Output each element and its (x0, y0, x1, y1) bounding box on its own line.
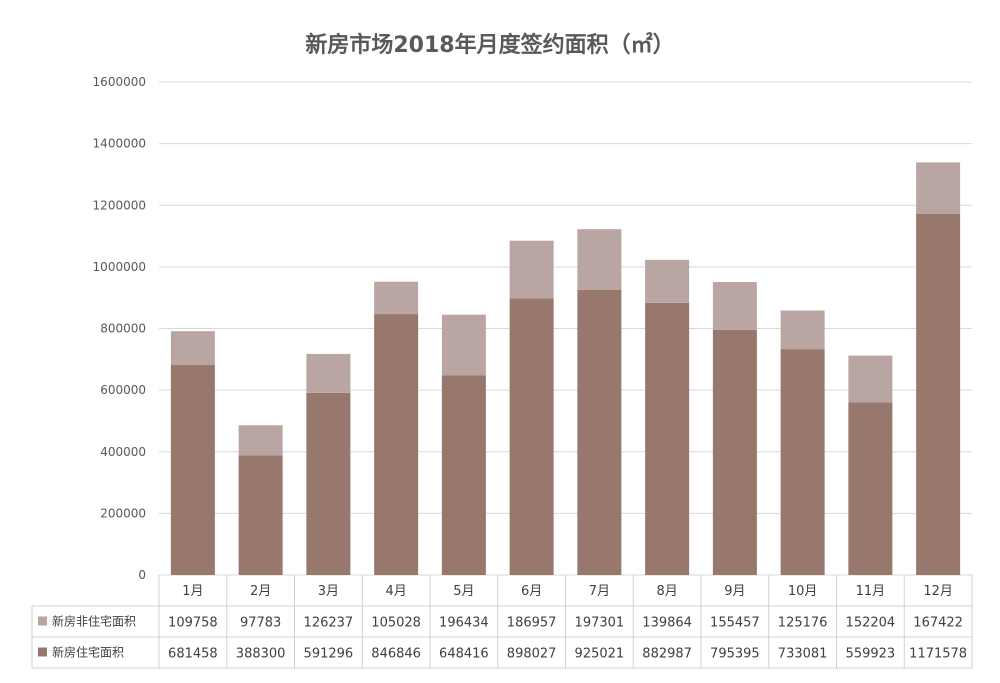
y-tick-label: 1600000 (93, 75, 146, 89)
x-category-label: 3月 (318, 584, 339, 599)
bar-non-residential (848, 355, 893, 403)
table-cell-value: 882987 (642, 647, 692, 662)
y-tick-label: 1200000 (93, 198, 146, 212)
x-category-label: 12月 (923, 584, 953, 599)
bar-non-residential (577, 229, 622, 290)
bar-non-residential (780, 310, 825, 350)
x-category-label: 10月 (788, 584, 818, 599)
table-cell-value: 139864 (642, 616, 692, 631)
bar-residential (509, 298, 554, 575)
table-cell-value: 733081 (778, 647, 828, 662)
table-cell-value: 591296 (304, 647, 354, 662)
bar-residential (780, 349, 825, 575)
table-cell-value: 155457 (710, 616, 760, 631)
table-cell-value: 197301 (575, 616, 625, 631)
x-category-label: 2月 (250, 584, 271, 599)
table-cell-value: 846846 (371, 647, 421, 662)
legend-swatch (38, 647, 47, 657)
table-cell-value: 125176 (778, 616, 828, 631)
bar-non-residential (374, 281, 419, 315)
table-cell-value: 898027 (507, 647, 557, 662)
legend-swatch (38, 616, 47, 626)
bar-residential (712, 329, 757, 575)
bar-residential (170, 365, 215, 575)
bar-residential (577, 289, 622, 575)
x-category-label: 4月 (385, 584, 406, 599)
x-category-label: 7月 (589, 584, 610, 599)
table-cell-value: 97783 (240, 616, 281, 631)
bar-non-residential (712, 282, 757, 330)
table-cell-value: 186957 (507, 616, 557, 631)
bar-non-residential (441, 314, 486, 376)
bar-residential (306, 392, 351, 575)
bar-non-residential (509, 240, 554, 299)
bar-residential (238, 455, 283, 575)
table-cell-value: 388300 (236, 647, 286, 662)
bar-residential (374, 314, 419, 575)
y-tick-label: 200000 (100, 506, 146, 520)
bar-non-residential (916, 162, 961, 215)
bar-non-residential (645, 259, 690, 303)
table-cell-value: 925021 (575, 647, 625, 662)
table-cell-value: 109758 (168, 616, 218, 631)
bar-residential (645, 302, 690, 575)
legend-label: 新房住宅面积 (52, 645, 124, 660)
bar-non-residential (170, 331, 215, 366)
bar-non-residential (238, 425, 283, 456)
x-category-label: 11月 (856, 584, 886, 599)
table-cell-value: 648416 (439, 647, 489, 662)
table-cell-value: 126237 (304, 616, 354, 631)
y-tick-label: 800000 (100, 322, 146, 336)
y-axis-ticks: 0 200000 400000 600000 800000 1000000 1200000 1… (93, 75, 146, 582)
table-cell-value: 795395 (710, 647, 760, 662)
table-cell-value: 681458 (168, 647, 218, 662)
x-category-label: 5月 (453, 584, 474, 599)
x-category-label: 6月 (521, 584, 542, 599)
bars (170, 162, 961, 576)
y-tick-label: 0 (138, 568, 146, 582)
table-cell-value: 559923 (846, 647, 896, 662)
table-cell-value: 105028 (371, 616, 421, 631)
bar-residential (441, 375, 486, 575)
table-cell-value: 1171578 (909, 647, 967, 662)
y-tick-label: 1400000 (93, 137, 146, 151)
y-tick-label: 1000000 (93, 260, 146, 274)
bar-non-residential (306, 353, 351, 393)
chart-title: 新房市场2018年月度签约面积（㎡） (305, 32, 674, 58)
y-tick-label: 400000 (100, 445, 146, 459)
bar-residential (848, 402, 893, 575)
x-category-label: 8月 (656, 584, 677, 599)
bar-residential (916, 214, 961, 576)
gridlines (159, 81, 972, 576)
y-tick-label: 600000 (100, 383, 146, 397)
legend-label: 新房非住宅面积 (52, 614, 136, 629)
table-cell-value: 152204 (846, 616, 896, 631)
table-cell-value: 167422 (913, 616, 963, 631)
table-cell-value: 196434 (439, 616, 489, 631)
x-category-label: 1月 (182, 584, 203, 599)
x-category-label: 9月 (724, 584, 745, 599)
